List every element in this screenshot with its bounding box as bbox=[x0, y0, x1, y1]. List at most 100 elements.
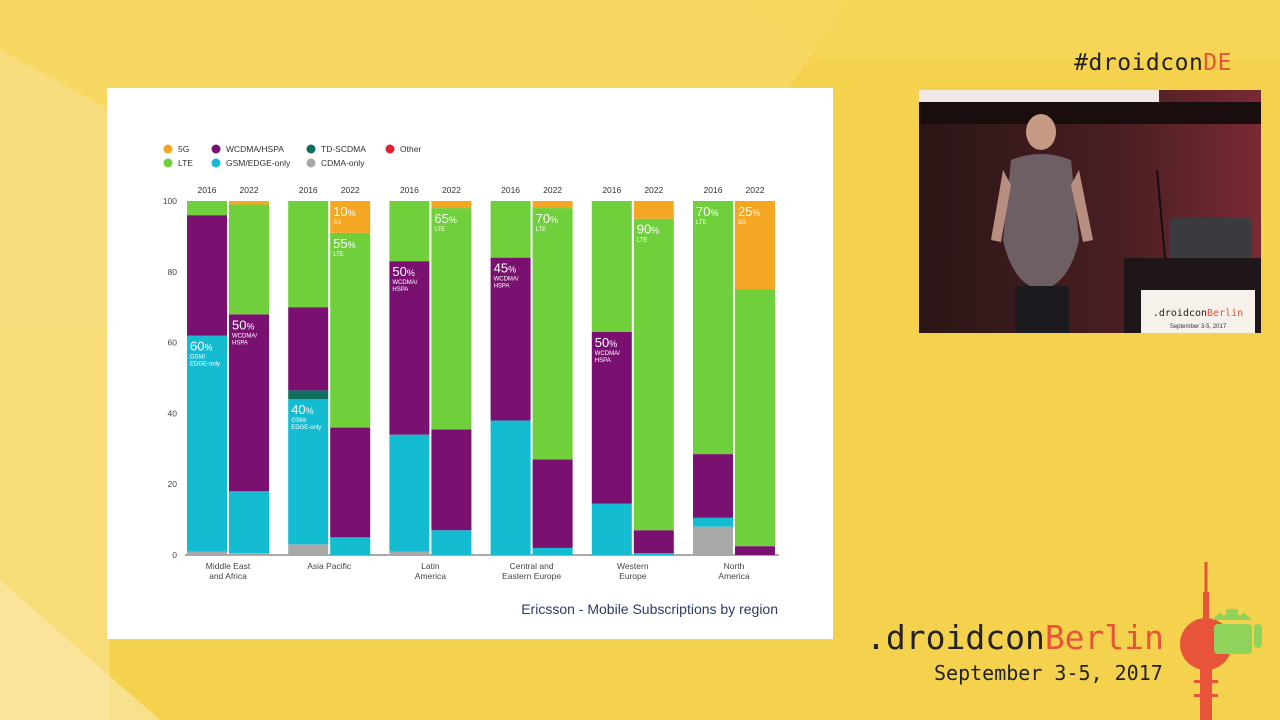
y-tick-label: 0 bbox=[172, 550, 177, 560]
bar-segment-lte bbox=[693, 201, 733, 455]
bar-segment-lte bbox=[591, 201, 632, 332]
data-label-value: 50% bbox=[392, 264, 414, 279]
data-label-desc: EDGE-only bbox=[291, 425, 321, 431]
data-label-desc: WCDMA/ bbox=[232, 333, 257, 339]
stage-light-strip bbox=[919, 90, 1159, 102]
bar-segment-wcdma bbox=[490, 257, 531, 421]
data-label-value: 50% bbox=[232, 317, 254, 332]
legend-label-other: Other bbox=[400, 144, 421, 154]
data-label-desc: HSPA bbox=[392, 287, 408, 293]
bar-segment-wcdma bbox=[330, 427, 371, 538]
speaker-video: .droidconBerlin September 3-5, 2017 bbox=[919, 90, 1261, 333]
data-label-desc: GSM/ bbox=[190, 355, 206, 361]
y-tick-label: 60 bbox=[168, 338, 178, 348]
data-label-value: 90% bbox=[637, 222, 659, 237]
data-label-desc: LTE bbox=[696, 220, 707, 226]
data-label-value: 50% bbox=[595, 335, 617, 350]
slide: 0 20 40 60 80 100 5G LTE WCDMA/HSPA GSM/EDGE-only… bbox=[107, 88, 833, 639]
bar-segment-5g bbox=[735, 201, 775, 290]
legend-swatch-lte bbox=[163, 158, 173, 168]
x-category-label: Eastern Europe bbox=[502, 571, 561, 581]
hashtag-prefix: #droidcon bbox=[1074, 50, 1204, 76]
bar-segment-5g bbox=[633, 201, 674, 219]
year-label: 2016 bbox=[602, 185, 621, 195]
bar-segment-wcdma bbox=[431, 429, 472, 531]
bar-segment-gsm bbox=[431, 530, 472, 555]
bar-segment-lte bbox=[532, 208, 573, 460]
bar-segment-lte bbox=[490, 201, 531, 258]
bar-segment-lte bbox=[431, 208, 472, 430]
legend-label-wcdma: WCDMA/HSPA bbox=[226, 144, 284, 154]
bar-segment-cdma bbox=[389, 551, 430, 555]
x-category-label: Latin bbox=[421, 561, 440, 571]
bar-segment-wcdma bbox=[288, 307, 329, 391]
legend-swatch-cdma bbox=[306, 158, 316, 168]
data-label-desc: HSPA bbox=[595, 358, 611, 364]
data-label-desc: HSPA bbox=[232, 340, 248, 346]
hashtag-accent: DE bbox=[1203, 50, 1232, 76]
data-label-value: 40% bbox=[291, 402, 313, 417]
bar-segment-tdscdma bbox=[288, 390, 329, 400]
bar-segment-lte bbox=[229, 204, 269, 315]
bar-segment-5g bbox=[431, 201, 472, 209]
y-tick-label: 20 bbox=[168, 479, 178, 489]
brand-prefix: .droidcon bbox=[866, 618, 1045, 657]
bar-segment-wcdma bbox=[229, 314, 269, 492]
data-label-desc: 5G bbox=[333, 220, 341, 226]
conference-brand: .droidconBerlin bbox=[866, 618, 1164, 657]
data-label-value: 70% bbox=[696, 204, 718, 219]
data-label-desc: LTE bbox=[333, 252, 344, 258]
legend-swatch-5g bbox=[163, 144, 173, 154]
data-label-value: 55% bbox=[333, 236, 355, 251]
podium: .droidconBerlin September 3-5, 2017 bbox=[1124, 169, 1261, 333]
legend-label-cdma: CDMA-only bbox=[321, 158, 365, 168]
bar-segment-cdma bbox=[187, 551, 227, 555]
year-label: 2022 bbox=[746, 185, 765, 195]
year-label: 2022 bbox=[644, 185, 663, 195]
legend-label-5g: 5G bbox=[178, 144, 189, 154]
data-label-value: 70% bbox=[536, 211, 558, 226]
bar-segment-wcdma bbox=[633, 530, 674, 554]
data-label-value: 25% bbox=[738, 204, 760, 219]
legend-label-gsm: GSM/EDGE-only bbox=[226, 158, 291, 168]
bar-segment-wcdma bbox=[389, 261, 430, 435]
bar-segment-wcdma bbox=[187, 215, 227, 336]
bar-segment-cdma bbox=[229, 553, 269, 555]
data-label-value: 45% bbox=[494, 261, 516, 276]
bar-segment-gsm bbox=[532, 547, 573, 555]
year-label: 2022 bbox=[240, 185, 259, 195]
speaker-video-frame: .droidconBerlin September 3-5, 2017 bbox=[919, 90, 1261, 333]
bar-segment-gsm bbox=[229, 491, 269, 554]
data-label-desc: LTE bbox=[434, 227, 445, 233]
laptop bbox=[1169, 218, 1251, 258]
x-category-label: Central and bbox=[510, 561, 554, 571]
data-label-desc: 5G bbox=[738, 220, 746, 226]
bar-segment-lte bbox=[389, 201, 430, 262]
x-category-label: Middle East bbox=[206, 561, 251, 571]
legend-swatch-tdscdma bbox=[306, 144, 316, 154]
microphone-stand bbox=[1156, 169, 1166, 259]
data-label-desc: WCDMA/ bbox=[595, 351, 620, 357]
year-label: 2022 bbox=[543, 185, 562, 195]
legend-label-tdscdma: TD-SCDMA bbox=[321, 144, 366, 154]
legend-swatch-gsm bbox=[211, 158, 221, 168]
conference-dates: September 3-5, 2017 bbox=[934, 661, 1163, 685]
bar-segment-5g bbox=[330, 201, 371, 233]
data-label-value: 60% bbox=[190, 339, 212, 354]
data-label-value: 65% bbox=[434, 211, 456, 226]
podium-sign-dates: September 3-5, 2017 bbox=[1170, 324, 1227, 330]
tv-tower-android-logo bbox=[1180, 562, 1262, 720]
bar-segment-wcdma bbox=[591, 331, 632, 504]
data-label-desc: HSPA bbox=[494, 284, 510, 290]
bar-segment-gsm bbox=[490, 420, 531, 555]
podium-sign-brand: .droidconBerlin bbox=[1153, 308, 1243, 319]
legend-swatch-wcdma bbox=[211, 144, 221, 154]
data-label-desc: WCDMA/ bbox=[494, 277, 519, 283]
y-tick-label: 80 bbox=[168, 267, 178, 277]
x-category-label: America bbox=[718, 571, 749, 581]
bar-segment-5g bbox=[229, 201, 269, 205]
bar-segment-gsm bbox=[633, 553, 674, 555]
legend-swatch-other bbox=[385, 144, 395, 154]
x-category-label: North bbox=[724, 561, 745, 571]
year-label: 2016 bbox=[198, 185, 217, 195]
